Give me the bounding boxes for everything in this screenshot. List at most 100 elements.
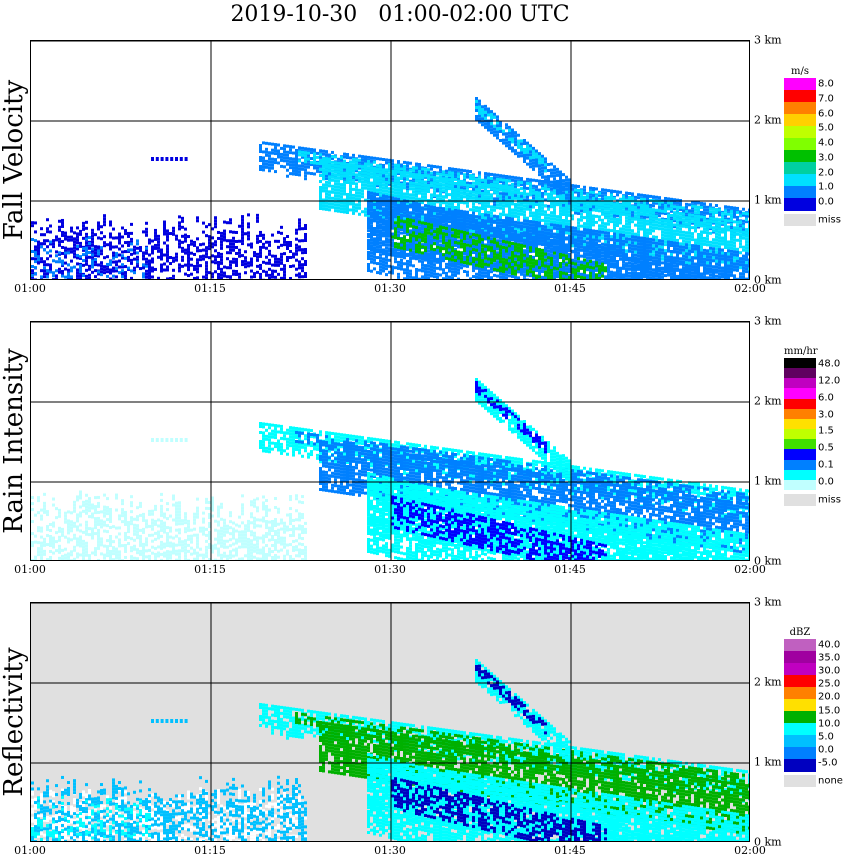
x-tick-label: 01:30	[374, 844, 406, 857]
y-tick-label: 3 km	[754, 315, 782, 328]
colorbar-swatch	[784, 78, 816, 91]
colorbar-label: 3.0	[818, 152, 834, 163]
x-tick-label: 01:45	[554, 844, 586, 857]
x-tick-label: 01:45	[554, 282, 586, 295]
y-tick-label: 0 km	[754, 274, 782, 287]
x-tick-label: 01:15	[194, 563, 226, 576]
colorbar-swatch	[784, 398, 816, 410]
colorbar-swatch	[784, 186, 816, 199]
speck	[160, 719, 164, 723]
colorbar-swatch	[784, 138, 816, 151]
colorbar-swatch	[784, 90, 816, 103]
x-tick-label: 01:00	[14, 563, 46, 576]
colorbar-swatch	[784, 150, 816, 163]
colorbar-swatch	[784, 162, 816, 175]
colorbar-swatch	[784, 358, 816, 369]
plot-reflectivity	[30, 602, 750, 842]
colorbar-label: 12.0	[818, 375, 840, 386]
colorbar-swatch	[784, 429, 816, 440]
lower-streak-core	[391, 215, 607, 279]
colorbar-miss-swatch	[784, 214, 816, 226]
panel-label-fall-velocity: Fall Velocity	[0, 80, 29, 240]
colorbar-label: 10.0	[818, 718, 840, 729]
y-tick-label: 3 km	[754, 34, 782, 47]
speck	[170, 438, 174, 442]
colorbar-label: 8.0	[818, 79, 834, 90]
plot-fall-velocity	[30, 40, 750, 280]
x-tick-label: 02:00	[734, 282, 766, 295]
x-tick-label: 02:00	[734, 563, 766, 576]
colorbar-miss-swatch	[784, 494, 816, 506]
grid	[31, 603, 749, 841]
speck	[151, 157, 154, 161]
colorbar-label: 0.0	[818, 744, 834, 755]
x-tick-label: 01:15	[194, 282, 226, 295]
speck	[179, 719, 183, 723]
colorbar-label: 0.5	[818, 443, 834, 454]
elevated-streak-core	[475, 381, 547, 454]
colorbar-label: 40.0	[818, 640, 840, 651]
colorbar-label: 15.0	[818, 705, 840, 716]
colorbar-swatch	[784, 747, 816, 760]
colorbar-unit: dBZ	[784, 627, 816, 638]
y-tick-label: 0 km	[754, 555, 782, 568]
x-tick-label: 01:30	[374, 282, 406, 295]
x-tick-label: 01:00	[14, 282, 46, 295]
colorbar-label: 35.0	[818, 653, 840, 664]
speck	[155, 157, 159, 161]
speck	[151, 719, 154, 723]
colorbar-swatch	[784, 663, 816, 676]
colorbar-label: -5.0	[818, 758, 838, 769]
colorbar-label: 0.0	[818, 477, 834, 488]
colorbar-swatch	[784, 469, 816, 481]
lower-streak-core	[391, 777, 607, 841]
panel-label-rain-intensity: Rain Intensity	[0, 348, 29, 533]
speck	[155, 719, 159, 723]
colorbar-label: 1.5	[818, 426, 834, 437]
elevated-streak-core	[475, 664, 547, 735]
colorbar-swatch	[784, 439, 816, 450]
speck	[165, 438, 169, 442]
speck	[151, 438, 154, 442]
chart-title: 2019-10-30 01:00-02:00 UTC	[0, 0, 800, 30]
y-tick-label: 2 km	[754, 395, 782, 408]
y-tick-label: 3 km	[754, 596, 782, 609]
heatmap-reflectivity	[31, 603, 749, 841]
colorbar-swatch	[784, 675, 816, 688]
colorbar-label: 6.0	[818, 108, 834, 119]
colorbar-swatch	[784, 114, 816, 127]
colorbar-swatch	[784, 126, 816, 139]
y-tick-label: 0 km	[754, 836, 782, 849]
speck	[165, 157, 169, 161]
colorbar-label: 2.0	[818, 167, 834, 178]
echo-surface	[31, 213, 307, 279]
y-tick-label: 1 km	[754, 756, 782, 769]
x-tick-label: 01:30	[374, 563, 406, 576]
speck	[170, 157, 174, 161]
x-tick-label: 01:00	[14, 844, 46, 857]
colorbar-swatch	[784, 174, 816, 187]
colorbar-swatch	[784, 687, 816, 700]
colorbar-label: 5.0	[818, 731, 834, 742]
echo-surface-core	[31, 795, 151, 841]
colorbar-swatch	[784, 378, 816, 389]
colorbar-miss-label: miss	[818, 215, 841, 226]
colorbar-label: 4.0	[818, 138, 834, 149]
colorbar-miss-swatch	[784, 775, 816, 787]
speck	[160, 438, 164, 442]
colorbar-label: 30.0	[818, 666, 840, 677]
colorbar-swatch	[784, 639, 816, 652]
colorbar-swatch	[784, 711, 816, 724]
colorbar-label: 5.0	[818, 123, 834, 134]
speck	[165, 719, 169, 723]
colorbar-label: 48.0	[818, 359, 840, 370]
speck	[184, 438, 188, 442]
colorbar-unit: m/s	[784, 66, 816, 77]
grid	[31, 41, 749, 279]
y-tick-label: 2 km	[754, 114, 782, 127]
lower-streak-core	[391, 495, 607, 560]
y-tick-label: 1 km	[754, 194, 782, 207]
speck	[160, 157, 164, 161]
colorbar-swatch	[784, 449, 816, 461]
colorbar-label: 25.0	[818, 679, 840, 690]
